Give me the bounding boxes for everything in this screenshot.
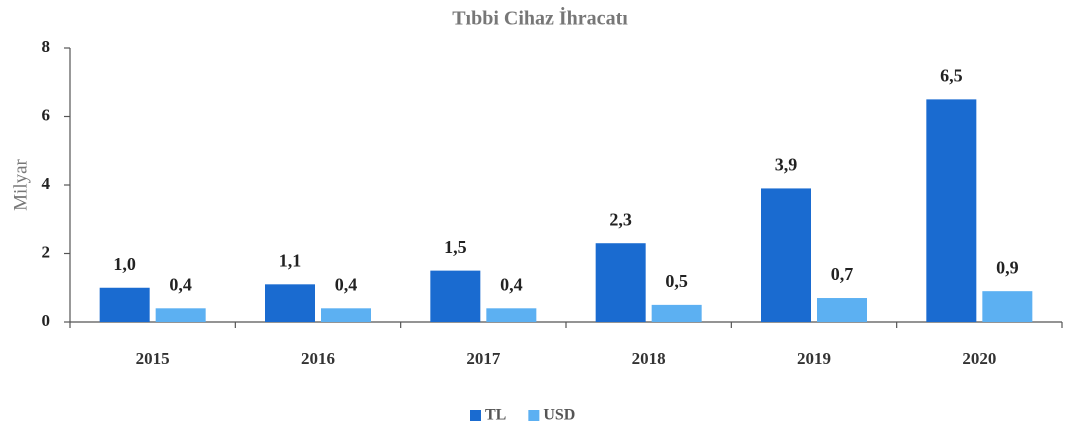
data-label: 6,5 [940,66,963,86]
data-label: 1,5 [444,237,467,257]
data-label: 0,9 [996,257,1019,277]
x-tick-label: 2019 [797,349,831,368]
y-tick-label: 0 [42,311,51,330]
legend-swatch [528,410,540,421]
data-label: 0,4 [335,274,358,294]
y-tick-label: 6 [42,105,51,124]
legend-label: TL [485,407,506,424]
bar [817,298,867,322]
legend-swatch [470,410,481,421]
bar [651,304,702,322]
chart-title: Tıbbi Cihaz İhracatı [452,6,628,30]
bar [99,287,150,322]
bar [155,308,206,322]
x-tick-label: 2017 [466,349,501,368]
legend-label: USD [543,407,575,424]
bar [761,188,811,322]
data-label: 0,7 [831,264,854,284]
x-tick-label: 2018 [632,349,666,368]
x-tick-label: 2016 [301,349,335,368]
data-label: 1,0 [113,254,136,274]
y-axis-label: Milyar [10,158,31,210]
bar [486,308,537,322]
y-tick-label: 8 [42,37,51,56]
data-label: 2,3 [609,209,632,229]
data-label: 1,1 [279,250,302,270]
bar [321,308,371,322]
data-label: 0,5 [665,271,688,291]
bar [265,284,315,322]
bar [595,243,646,322]
y-tick-label: 4 [42,174,51,193]
bar [926,99,977,322]
data-label: 0,4 [169,274,192,294]
x-tick-label: 2020 [962,349,996,368]
bar [982,291,1033,322]
data-label: 0,4 [500,274,523,294]
bar [430,270,481,322]
x-tick-label: 2015 [136,349,170,368]
y-tick-label: 2 [42,242,51,261]
data-label: 3,9 [775,155,798,175]
